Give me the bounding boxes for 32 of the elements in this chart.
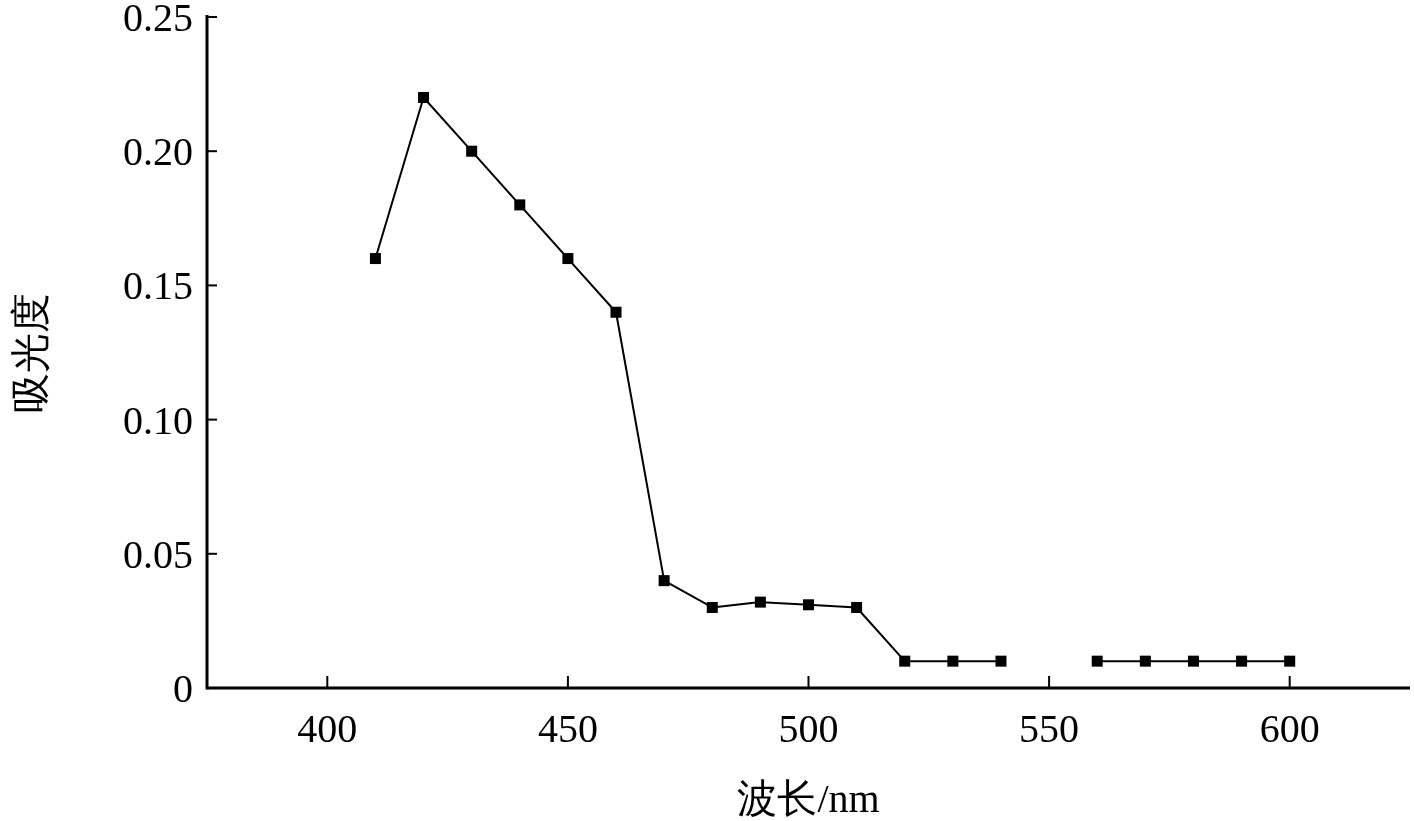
point	[466, 145, 478, 157]
point	[899, 655, 911, 667]
y-axis-title: 吸光度	[8, 292, 53, 413]
x-tick-label: 550	[1019, 706, 1080, 751]
point	[1236, 655, 1248, 667]
x-tick-label: 400	[297, 706, 358, 751]
point	[995, 655, 1007, 667]
x-axis-title: 波长/nm	[737, 776, 880, 821]
x-tick-label: 450	[537, 706, 598, 751]
point	[754, 596, 766, 608]
x-tick-label: 600	[1259, 706, 1320, 751]
point	[658, 575, 670, 587]
point	[514, 199, 526, 211]
point	[562, 253, 574, 265]
point	[706, 601, 718, 613]
point	[1091, 655, 1103, 667]
y-tick-label: 0.10	[123, 397, 193, 443]
y-tick-label: 0.20	[123, 129, 193, 175]
y-tick-label: 0	[173, 666, 193, 711]
x-tick-label: 500	[778, 706, 839, 751]
point	[851, 601, 863, 613]
point	[1284, 655, 1296, 667]
y-tick-label: 0.05	[123, 531, 193, 577]
point	[1139, 655, 1151, 667]
point	[803, 599, 814, 611]
point	[610, 306, 622, 318]
y-tick-label: 0.15	[123, 263, 193, 309]
point	[947, 655, 959, 667]
point	[1187, 655, 1199, 667]
point	[369, 253, 381, 265]
point	[418, 92, 430, 104]
y-tick-label: 0.25	[123, 0, 193, 40]
